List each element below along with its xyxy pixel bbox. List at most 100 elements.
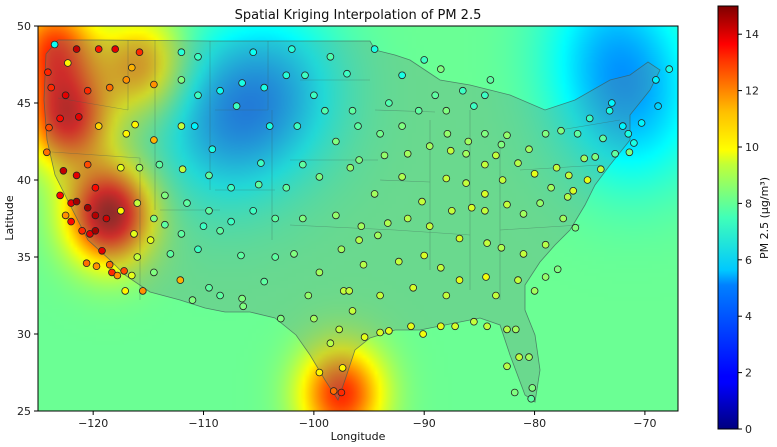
monitor-point — [176, 276, 185, 284]
monitor-point — [150, 214, 158, 223]
monitor-point — [482, 273, 490, 281]
monitor-point — [64, 59, 72, 67]
monitor-point — [527, 394, 535, 403]
monitor-point — [541, 273, 550, 281]
monitor-point — [569, 187, 577, 195]
colorbar-tick-label: 14 — [745, 28, 759, 41]
monitor-point — [618, 122, 627, 130]
monitor-point — [458, 86, 467, 95]
monitor-point — [510, 388, 519, 397]
monitor-point — [310, 314, 318, 323]
monitor-point — [227, 183, 235, 192]
monitor-point — [188, 296, 197, 304]
monitor-point — [385, 327, 393, 335]
monitor-point — [177, 122, 186, 130]
plot-frame — [37, 25, 679, 412]
monitor-point — [345, 287, 354, 295]
x-tick-label: −70 — [633, 417, 656, 430]
monitor-point — [443, 130, 452, 138]
monitor-point — [216, 227, 224, 235]
colorbar-gradient — [717, 5, 739, 430]
monitor-point — [177, 48, 186, 56]
monitor-point — [216, 86, 224, 95]
monitor-point — [315, 173, 324, 181]
x-axis-label: Longitude — [331, 430, 386, 443]
monitor-point — [436, 263, 445, 272]
monitor-point — [194, 245, 202, 254]
colorbar-tick-label: 4 — [745, 310, 752, 323]
x-tick-label: −110 — [188, 417, 218, 430]
monitor-point — [355, 236, 363, 244]
monitor-point — [94, 122, 103, 130]
monitor-point — [360, 333, 369, 341]
monitor-point — [208, 145, 217, 154]
monitor-point — [355, 156, 363, 164]
monitor-point — [514, 276, 522, 284]
monitor-point — [573, 130, 582, 138]
monitor-point — [260, 83, 269, 92]
monitor-point — [98, 247, 106, 255]
monitor-point — [326, 339, 335, 348]
monitor-point — [436, 65, 445, 73]
monitor-point — [83, 86, 92, 95]
monitor-point — [131, 120, 139, 129]
monitor-point — [205, 207, 213, 215]
monitor-point — [611, 150, 619, 158]
monitor-point — [282, 71, 291, 80]
x-axis: −120 −110 −100 −90 −80 −70 — [78, 411, 657, 430]
monitor-point — [511, 325, 520, 334]
monitor-point — [637, 119, 646, 127]
monitor-point — [552, 163, 561, 172]
monitor-point — [133, 253, 142, 261]
monitor-point — [481, 207, 489, 215]
monitor-point — [665, 65, 673, 73]
monitor-point — [564, 171, 573, 180]
monitor-point — [625, 148, 634, 157]
monitor-point — [260, 277, 269, 286]
monitor-point — [470, 102, 478, 110]
monitor-points — [42, 40, 673, 403]
monitor-point — [128, 271, 136, 280]
monitor-point — [515, 353, 523, 361]
y-tick-label: 40 — [17, 174, 31, 187]
monitor-point — [194, 91, 202, 100]
monitor-point — [239, 302, 248, 311]
monitor-point — [61, 211, 70, 220]
monitor-point — [105, 260, 114, 269]
monitor-point — [503, 325, 511, 334]
monitor-point — [343, 69, 351, 78]
monitor-point — [290, 250, 298, 258]
monitor-point — [346, 163, 355, 172]
monitor-point — [67, 217, 75, 226]
monitor-point — [383, 219, 392, 227]
monitor-point — [418, 197, 426, 206]
monitor-point — [376, 130, 384, 138]
monitor-point — [271, 214, 280, 223]
monitor-point — [338, 364, 347, 372]
monitor-point — [249, 48, 258, 56]
monitor-point — [503, 131, 511, 140]
monitor-point — [557, 126, 565, 135]
monitor-point — [135, 48, 144, 56]
y-tick-label: 30 — [17, 328, 31, 341]
usa-landmass — [43, 39, 661, 403]
monitor-point — [161, 220, 169, 229]
monitor-point — [161, 191, 169, 200]
monitor-point — [407, 322, 415, 331]
x-tick-label: −90 — [413, 417, 436, 430]
monitor-point — [91, 183, 100, 192]
monitor-point — [139, 287, 147, 295]
monitor-point — [335, 325, 344, 334]
monitor-point — [91, 211, 100, 220]
monitor-point — [332, 137, 340, 146]
state-borders — [51, 40, 621, 300]
monitor-point — [630, 139, 638, 147]
plot-area — [37, 25, 679, 412]
monitor-point — [113, 271, 122, 280]
monitor-point — [497, 244, 506, 252]
monitor-point — [536, 199, 544, 207]
monitor-point — [654, 102, 662, 110]
colorbar-tick-label: 0 — [745, 423, 752, 436]
x-tick-label: −120 — [78, 417, 108, 430]
monitor-point — [133, 199, 142, 207]
